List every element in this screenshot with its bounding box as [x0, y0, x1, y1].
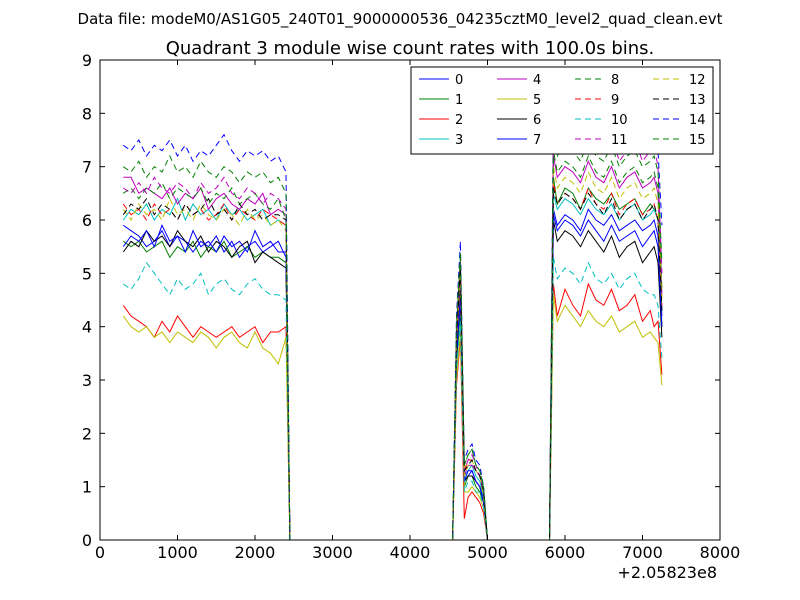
series-line-5: [122, 294, 663, 541]
x-tick-label: 4000: [390, 543, 431, 562]
series-line-2: [122, 282, 663, 541]
data-file-label: Data file: modeM0/AS1G05_240T01_90000005…: [78, 10, 723, 29]
legend-label-7: 7: [533, 133, 541, 148]
x-tick-label: 0: [95, 543, 105, 562]
legend-label-9: 9: [611, 93, 619, 108]
legend-label-6: 6: [533, 113, 541, 128]
series-line-9: [122, 182, 663, 541]
legend-label-15: 15: [689, 133, 706, 148]
series-line-0: [123, 208, 663, 541]
legend-label-13: 13: [689, 93, 706, 108]
series-line-13: [122, 187, 663, 541]
x-tick-label: 1000: [157, 543, 198, 562]
chart-title: Quadrant 3 module wise count rates with …: [166, 38, 655, 59]
series-line-11: [123, 123, 663, 541]
y-tick-label: 1: [82, 478, 92, 497]
x-tick-label: 2000: [235, 543, 276, 562]
legend-box: [410, 66, 714, 155]
x-tick-label: 7000: [622, 543, 663, 562]
y-tick-label: 8: [82, 104, 92, 123]
series-lines: [122, 100, 663, 541]
y-tick-label: 9: [82, 51, 92, 70]
y-tick-label: 0: [82, 531, 92, 550]
y-tick-label: 2: [82, 424, 92, 443]
y-tick-label: 3: [82, 371, 92, 390]
legend-label-5: 5: [533, 93, 541, 108]
legend-label-11: 11: [611, 133, 628, 148]
series-line-1: [123, 177, 663, 541]
legend-label-1: 1: [455, 93, 463, 108]
y-tick-label: 5: [82, 264, 92, 283]
legend-label-4: 4: [533, 73, 541, 88]
x-axis: 0 1000 2000 3000 4000 5000 6000 7000 8000: [95, 60, 740, 562]
x-tick-label: 5000: [467, 543, 508, 562]
legend-label-0: 0: [455, 73, 463, 88]
series-line-12: [122, 166, 663, 541]
y-tick-label: 6: [82, 211, 92, 230]
legend-label-14: 14: [689, 113, 706, 128]
series-line-10: [123, 257, 663, 541]
y-tick-label: 7: [82, 158, 92, 177]
series-line-15: [123, 134, 663, 541]
legend-label-12: 12: [689, 73, 706, 88]
series-line-7: [122, 214, 663, 541]
series-line-6: [122, 219, 663, 541]
legend-label-3: 3: [455, 133, 463, 148]
x-tick-label: 3000: [312, 543, 353, 562]
legend-label-10: 10: [611, 113, 628, 128]
x-tick-label: 8000: [700, 543, 741, 562]
x-offset-label: +2.05823e8: [617, 563, 717, 582]
series-line-14: [123, 100, 663, 541]
legend-label-8: 8: [611, 73, 619, 88]
legend-label-2: 2: [455, 113, 463, 128]
x-tick-label: 6000: [545, 543, 586, 562]
y-tick-label: 4: [82, 318, 92, 337]
